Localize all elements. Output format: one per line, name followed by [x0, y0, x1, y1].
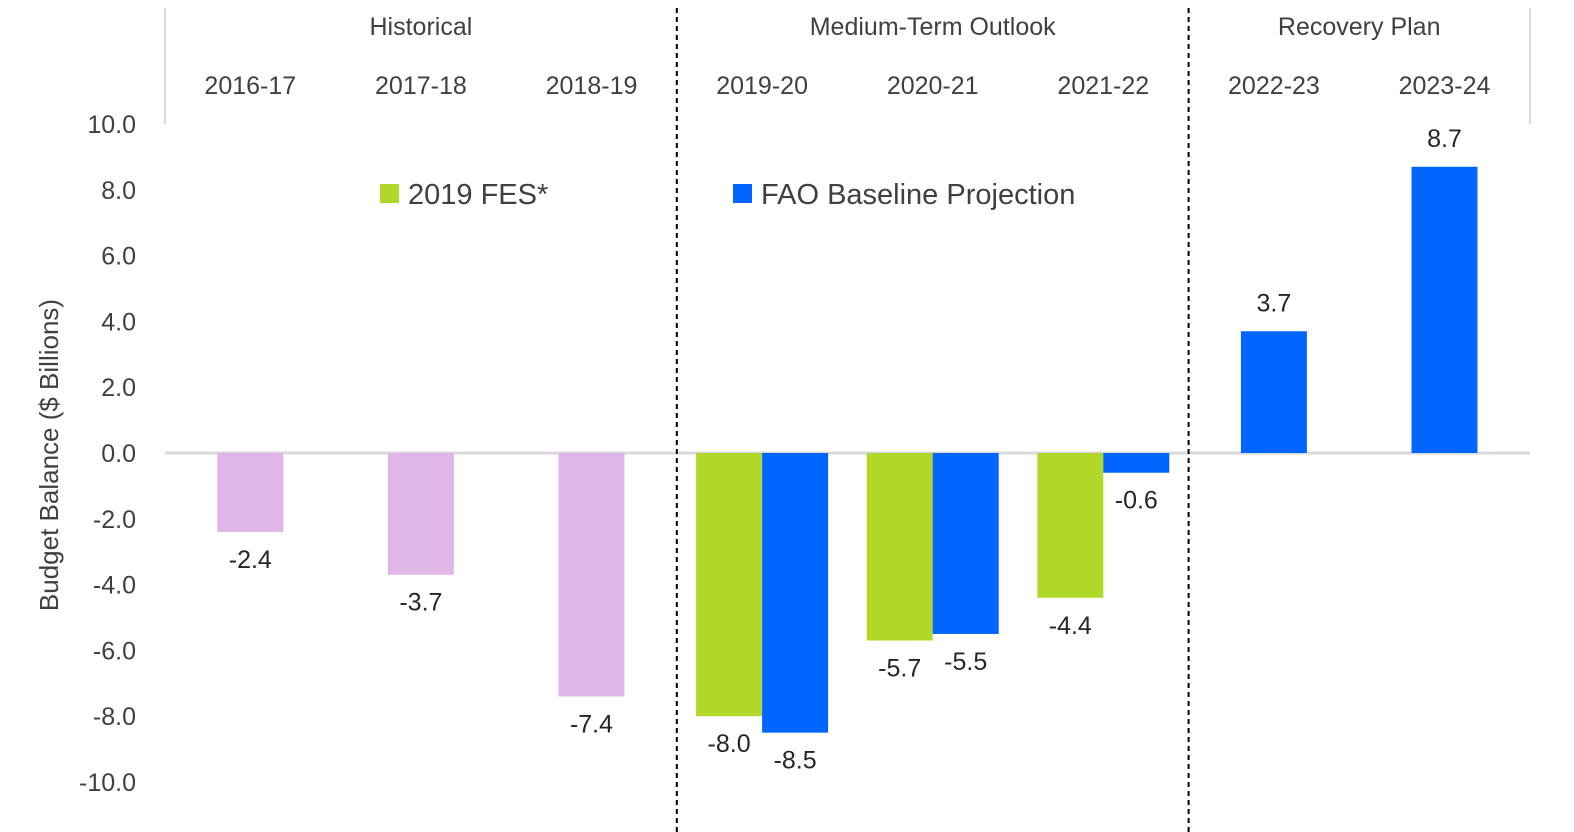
fao-baseline-data-label: -0.6: [1115, 487, 1158, 515]
y-tick-label: 2.0: [101, 374, 136, 402]
legend-label: 2019 FES*: [408, 179, 548, 211]
period-group-label: Historical: [370, 13, 473, 41]
y-tick-label: -10.0: [79, 769, 136, 797]
x-category-label: 2020-21: [887, 72, 979, 100]
y-tick-label: 10.0: [87, 111, 136, 139]
fao-baseline-bar: [1411, 166, 1478, 453]
fao-baseline-bar: [1103, 453, 1170, 473]
x-category-label: 2021-22: [1057, 72, 1149, 100]
period-group-label: Recovery Plan: [1278, 13, 1441, 41]
x-category-label: 2016-17: [204, 72, 296, 100]
x-category-label: 2017-18: [375, 72, 467, 100]
fao-baseline-bar: [932, 453, 999, 634]
x-category-label: 2019-20: [716, 72, 808, 100]
x-category-label: 2023-24: [1399, 72, 1491, 100]
legend-swatch: [380, 184, 399, 203]
historical-data-label: -2.4: [229, 546, 272, 574]
y-tick-label: -8.0: [93, 703, 136, 731]
x-category-label: 2018-19: [546, 72, 638, 100]
historical-bar: [217, 453, 284, 532]
historical-data-label: -7.4: [570, 710, 613, 738]
fes-2019-data-label: -4.4: [1049, 612, 1092, 640]
fao-baseline-data-label: -8.5: [774, 747, 817, 775]
period-group-label: Medium-Term Outlook: [810, 13, 1056, 41]
historical-bar: [387, 453, 454, 575]
fao-baseline-data-label: -5.5: [944, 648, 987, 676]
y-tick-label: -4.0: [93, 572, 136, 600]
fao-baseline-data-label: 3.7: [1257, 289, 1292, 317]
y-tick-label: 4.0: [101, 308, 136, 336]
fes-2019-bar: [1037, 453, 1104, 598]
historical-bar: [558, 453, 625, 697]
historical-data-label: -3.7: [399, 589, 442, 617]
y-tick-label: 6.0: [101, 243, 136, 271]
y-tick-label: 0.0: [101, 440, 136, 468]
fao-baseline-data-label: 8.7: [1427, 125, 1462, 153]
fao-baseline-bar: [762, 453, 829, 733]
legend-label: FAO Baseline Projection: [761, 179, 1075, 211]
fes-2019-bar: [696, 453, 763, 717]
y-tick-label: 8.0: [101, 177, 136, 205]
fes-2019-bar: [866, 453, 933, 641]
x-category-label: 2022-23: [1228, 72, 1320, 100]
y-tick-label: -2.0: [93, 506, 136, 534]
fes-2019-data-label: -5.7: [878, 655, 921, 683]
legend-swatch: [733, 184, 752, 203]
fao-baseline-bar: [1240, 331, 1307, 453]
y-tick-label: -6.0: [93, 637, 136, 665]
y-axis-title: Budget Balance ($ Billions): [34, 299, 64, 611]
fes-2019-data-label: -8.0: [708, 730, 751, 758]
